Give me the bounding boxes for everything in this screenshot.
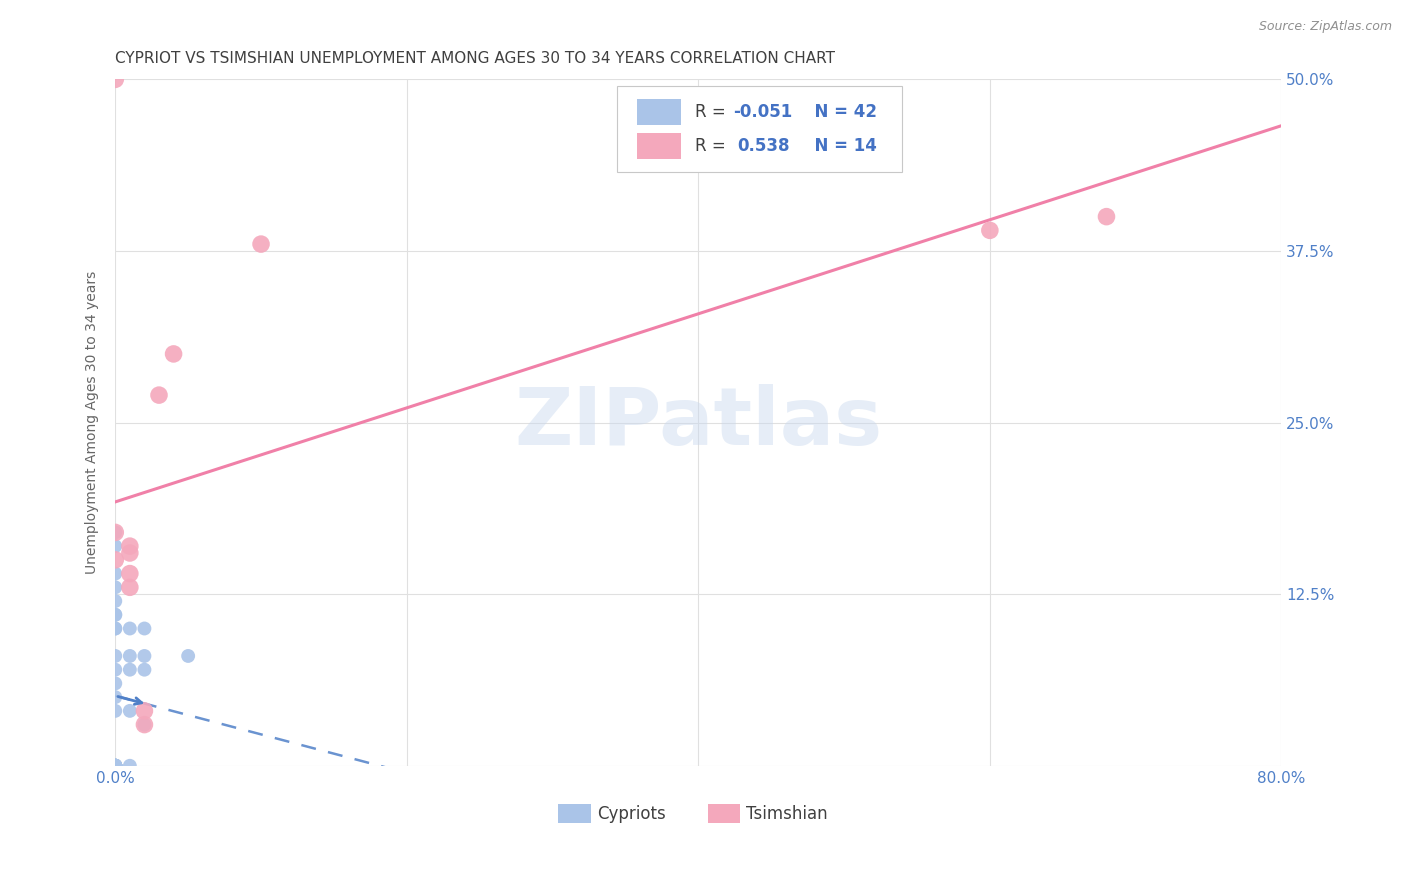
Point	[104, 622, 127, 636]
Point	[118, 580, 141, 594]
Point	[104, 759, 127, 773]
Point	[134, 622, 156, 636]
Text: Cypriots: Cypriots	[598, 805, 665, 822]
Bar	[707, 805, 741, 823]
Point	[118, 704, 141, 718]
Point	[104, 759, 127, 773]
FancyBboxPatch shape	[617, 87, 903, 172]
Text: Tsimshian: Tsimshian	[747, 805, 828, 822]
Text: ZIPatlas: ZIPatlas	[515, 384, 883, 461]
Point	[104, 759, 127, 773]
Point	[104, 759, 127, 773]
Point	[118, 622, 141, 636]
Text: R =: R =	[695, 103, 731, 121]
Point	[104, 525, 127, 540]
Point	[104, 759, 127, 773]
Point	[118, 759, 141, 773]
Point	[118, 663, 141, 677]
Point	[104, 566, 127, 581]
Point	[104, 759, 127, 773]
Point	[118, 539, 141, 553]
Point	[104, 553, 127, 567]
Point	[104, 580, 127, 594]
Point	[134, 717, 156, 731]
Point	[104, 594, 127, 608]
Point	[118, 546, 141, 560]
Point	[979, 223, 1001, 237]
Point	[104, 704, 127, 718]
Text: -0.051: -0.051	[734, 103, 793, 121]
Bar	[637, 99, 681, 126]
Point	[104, 690, 127, 705]
Point	[104, 759, 127, 773]
Point	[104, 759, 127, 773]
Point	[134, 704, 156, 718]
Point	[177, 648, 200, 663]
Point	[104, 539, 127, 553]
Point	[104, 663, 127, 677]
Text: 0.538: 0.538	[737, 137, 789, 155]
Text: CYPRIOT VS TSIMSHIAN UNEMPLOYMENT AMONG AGES 30 TO 34 YEARS CORRELATION CHART: CYPRIOT VS TSIMSHIAN UNEMPLOYMENT AMONG …	[115, 51, 835, 66]
Point	[134, 717, 156, 731]
Bar	[558, 805, 591, 823]
Bar	[637, 133, 681, 159]
Point	[148, 388, 170, 402]
Point	[104, 759, 127, 773]
Point	[134, 648, 156, 663]
Point	[104, 759, 127, 773]
Point	[104, 607, 127, 622]
Point	[104, 607, 127, 622]
Y-axis label: Unemployment Among Ages 30 to 34 years: Unemployment Among Ages 30 to 34 years	[86, 271, 100, 574]
Point	[104, 759, 127, 773]
Text: N = 42: N = 42	[803, 103, 877, 121]
Point	[118, 566, 141, 581]
Point	[104, 759, 127, 773]
Point	[104, 676, 127, 690]
Point	[104, 759, 127, 773]
Point	[104, 622, 127, 636]
Point	[134, 663, 156, 677]
Point	[104, 759, 127, 773]
Point	[250, 237, 273, 252]
Point	[1095, 210, 1118, 224]
Point	[162, 347, 184, 361]
Point	[104, 72, 127, 87]
Point	[104, 759, 127, 773]
Point	[104, 759, 127, 773]
Text: N = 14: N = 14	[803, 137, 877, 155]
Point	[104, 759, 127, 773]
Point	[104, 525, 127, 540]
Point	[104, 759, 127, 773]
Text: R =: R =	[695, 137, 737, 155]
Text: Source: ZipAtlas.com: Source: ZipAtlas.com	[1258, 20, 1392, 33]
Point	[118, 648, 141, 663]
Point	[104, 648, 127, 663]
